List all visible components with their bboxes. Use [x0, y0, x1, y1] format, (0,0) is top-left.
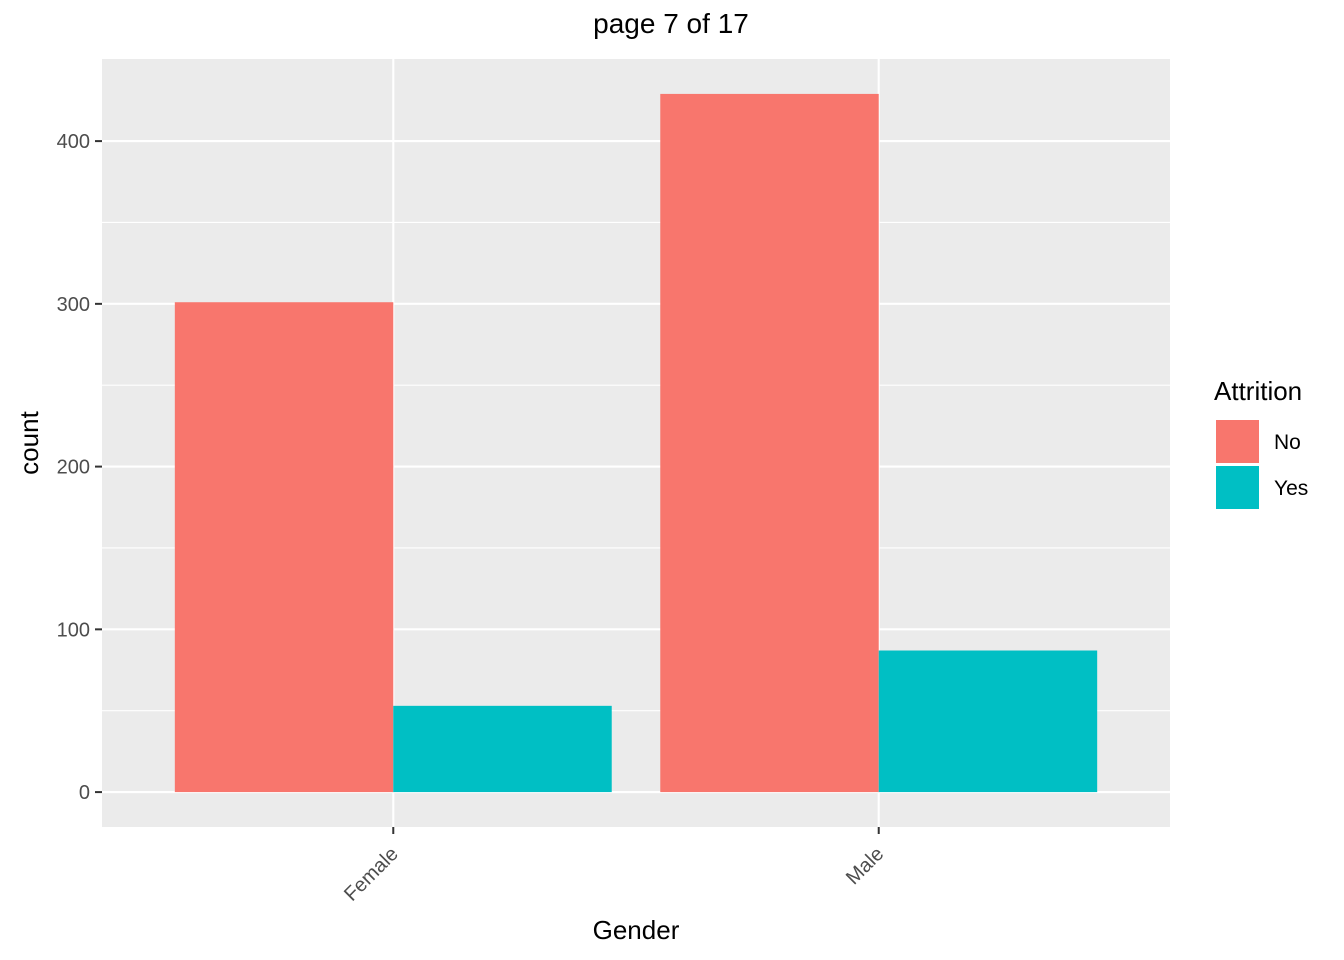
- legend-key-no: [1216, 420, 1259, 463]
- x-axis: Female Male: [340, 827, 888, 906]
- y-tick-label: 400: [57, 131, 90, 153]
- x-axis-title: Gender: [593, 915, 680, 945]
- y-tick-label: 200: [57, 457, 90, 479]
- bar-female-yes: [393, 705, 612, 793]
- legend-label-yes: Yes: [1274, 477, 1308, 500]
- y-tick-label: 0: [79, 782, 90, 804]
- x-tick-label-female: Female: [340, 843, 403, 906]
- y-axis-title: count: [14, 410, 44, 474]
- legend-label-no: No: [1274, 431, 1301, 454]
- bar-female-no: [174, 302, 394, 793]
- y-tick-label: 300: [57, 294, 90, 316]
- y-axis: 0 100 200 300 400: [57, 131, 102, 804]
- bar-male-yes: [878, 650, 1098, 793]
- bar-male-no: [660, 93, 879, 793]
- y-tick-label: 100: [57, 619, 90, 641]
- legend-key-yes: [1216, 466, 1259, 509]
- x-tick-label-male: Male: [842, 843, 888, 889]
- legend-title: Attrition: [1214, 376, 1302, 406]
- legend: Attrition No Yes: [1214, 376, 1308, 509]
- chart-title: page 7 of 17: [593, 8, 749, 39]
- bars: [174, 93, 1098, 793]
